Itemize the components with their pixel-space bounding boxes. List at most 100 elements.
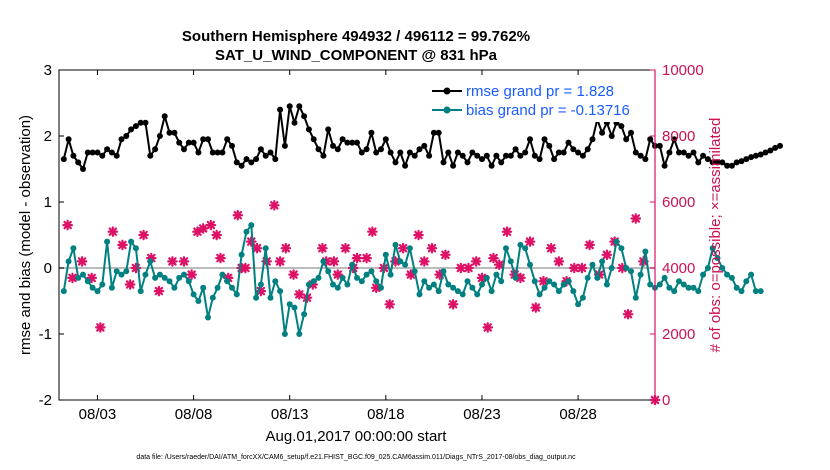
rmse-point [339,136,346,143]
obs-assimilated-point [186,269,197,280]
x-axis: 08/03 08/08 08/13 08/18 08/23 08/28 [79,70,597,423]
rmse-point [661,162,668,169]
y-left-tick-label: 0 [44,260,52,277]
rmse-point [171,129,178,136]
rmse-point [762,149,769,156]
rmse-point [128,126,135,133]
obs-marker-stroke [352,253,362,263]
rmse-point [296,103,303,110]
bias-point [176,274,183,281]
bias-point [628,268,634,275]
rmse-point [132,123,139,130]
bias-point [132,245,139,252]
bias-point [253,294,260,301]
bias-point [147,258,154,265]
bias-point [464,278,471,285]
y-left-tick-label: 3 [44,62,52,79]
rmse-point [358,149,365,156]
legend-rmse-marker [443,87,451,95]
bias-point [325,268,332,275]
bias-point [354,274,360,281]
bias-point [541,284,548,291]
bias-point [546,278,553,285]
obs-assimilated-point [470,256,482,267]
obs-assimilated-point [538,275,549,287]
obs-assimilated-point [584,239,595,251]
obs-assimilated-point [178,256,190,267]
rmse-point [113,152,120,159]
obs-marker-stroke [193,227,202,236]
data-file-footnote: data file: /Users/raeder/DAI/ATM_forcXX/… [136,454,576,461]
obs-marker-stroke [570,263,579,273]
rmse-point [181,146,187,153]
rmse-point [363,146,370,153]
bias-point [555,288,562,295]
rmse-point [584,146,591,153]
rmse-point [411,152,418,159]
rmse-point [493,152,500,159]
bias-point [522,245,529,252]
rmse-point [185,139,192,146]
obs-marker-stroke [471,257,481,266]
rmse-point [450,162,457,169]
rmse-point [267,149,274,156]
rmse-point [277,106,284,113]
y-left-tick-label: 1 [44,194,52,211]
obs-marker-stroke [427,243,437,253]
rmse-series [60,103,783,172]
bias-point [301,311,308,318]
rmse-point [65,136,72,143]
obs-marker-stroke [525,237,535,246]
bias-point [483,274,490,281]
x-tick-label: 08/18 [367,406,405,423]
obs-assimilated-point [95,322,106,333]
rmse-point [531,152,538,159]
bias-point [108,284,115,291]
bias-point [142,271,149,278]
bias-point [257,281,264,288]
obs-assimilated-point [269,200,280,211]
bias-point [156,271,163,278]
rmse-point [579,152,586,159]
bias-point [430,281,437,288]
obs-marker-stroke [295,290,304,299]
rmse-point [305,126,312,133]
x-tick-label: 08/08 [175,406,213,423]
bias-point [623,265,630,271]
rmse-point [334,146,341,153]
bias-point [512,274,519,281]
obs-marker-stroke [631,214,641,223]
bias-point [421,278,428,285]
rmse-point [195,149,202,156]
rmse-point [488,162,495,169]
rmse-point [676,149,682,156]
rmse-point [772,144,779,151]
obs-marker-stroke [168,257,177,266]
bias-point [676,278,682,285]
obs-assimilated-point [274,256,286,267]
obs-assimilated-point [211,229,222,241]
y-axis-right: 10000 8000 6000 4000 2000 0 [650,62,704,409]
rmse-point [190,139,197,146]
y-left-tick-label: -2 [39,392,52,409]
rmse-point [137,119,144,126]
rmse-point [632,149,639,156]
rmse-point [104,146,111,153]
rmse-point [733,159,740,166]
obs-assimilated-point [482,322,494,333]
bias-point [296,331,303,337]
obs-assimilated-point [240,262,251,274]
rmse-point [94,149,101,156]
rmse-point [541,136,548,143]
bias-point [181,271,187,278]
bias-point [493,271,500,278]
bias-point [104,238,111,245]
obs-assimilated-point [515,272,526,284]
bias-point [666,284,673,291]
bias-point [94,288,101,295]
rmse-point [724,162,731,169]
obs-marker-stroke [179,257,189,266]
obs-marker-stroke [385,300,394,309]
bias-point [728,274,735,281]
